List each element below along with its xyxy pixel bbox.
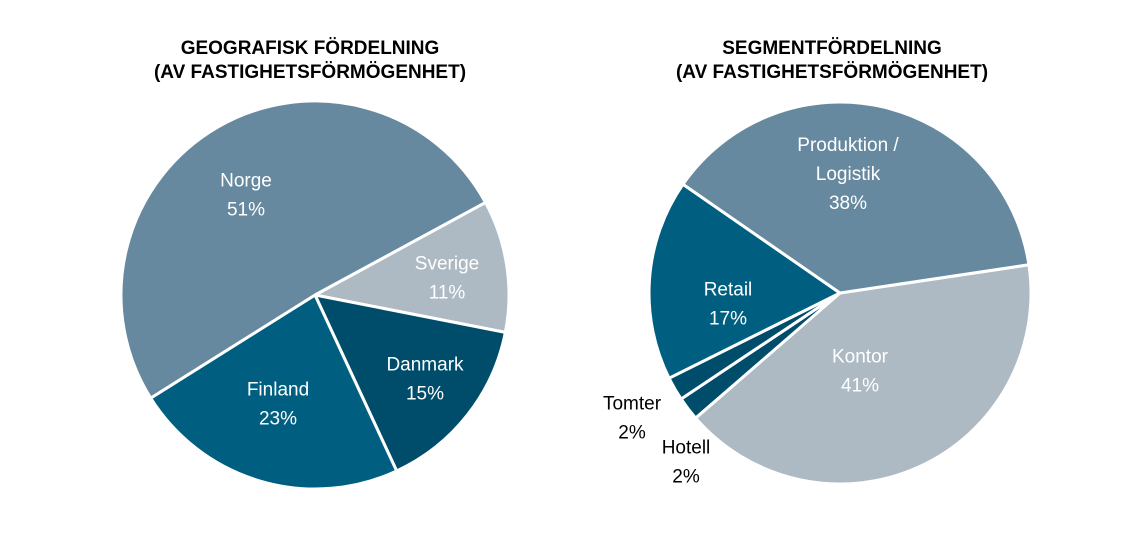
slice-label-norge: Norge 51% — [220, 171, 272, 221]
pie-slice-danmark — [313, 293, 507, 473]
slice-label-value: 51% — [227, 200, 265, 221]
slice-label-produktion-logistik: Produktion / Logistik 38% — [797, 135, 899, 214]
slice-label-name: Finland — [247, 380, 309, 401]
slice-label-value: 41% — [841, 376, 879, 397]
pie-slice-produktion-logistik — [681, 100, 1031, 295]
slice-label-value: 17% — [709, 309, 747, 330]
chart-title-segment: SEGMENTFÖRDELNING (AV FASTIGHETSFÖRMÖGEN… — [610, 37, 1054, 85]
slice-label-name: Produktion / — [797, 135, 899, 156]
slice-label-name: Logistik — [816, 164, 881, 185]
chart-title-line-2: (AV FASTIGHETSFÖRMÖGENHET) — [153, 62, 467, 83]
slice-label-value: 11% — [429, 283, 466, 304]
pie-slice-norge — [119, 99, 487, 400]
slice-label-retail: Retail 17% — [704, 280, 753, 330]
slice-label-name: Norge — [220, 171, 272, 192]
slice-label-danmark: Danmark 15% — [386, 355, 464, 405]
slice-label-name: Danmark — [386, 355, 464, 376]
chart-title-line-1: GEOGRAFISK FÖRDELNING — [180, 38, 440, 59]
slice-label-value: 23% — [259, 409, 297, 430]
pie-slice-finland — [149, 293, 399, 491]
pie-slice-sverige — [313, 200, 511, 334]
chart-title-line-2: (AV FASTIGHETSFÖRMÖGENHET) — [675, 62, 989, 83]
slice-label-finland: Finland 23% — [247, 380, 309, 430]
slice-label-kontor: Kontor 41% — [832, 347, 889, 397]
slice-label-name: Sverige — [415, 254, 479, 275]
chart-title-line-1: SEGMENTFÖRDELNING — [722, 38, 942, 59]
slice-label-tomter: Tomter 2% — [603, 394, 662, 444]
chart-title-geographic: GEOGRAFISK FÖRDELNING (AV FASTIGHETSFÖRM… — [90, 37, 530, 85]
slice-label-value: 2% — [618, 423, 646, 444]
slice-label-name: Retail — [704, 280, 753, 301]
slice-label-name: Hotell — [662, 438, 711, 459]
slice-label-value: 15% — [406, 384, 444, 405]
slice-label-value: 2% — [672, 467, 700, 488]
slice-label-name: Kontor — [832, 347, 889, 368]
slice-label-value: 38% — [829, 193, 867, 214]
pie-slice-kontor — [694, 263, 1033, 486]
slice-label-sverige: Sverige 11% — [415, 254, 479, 304]
slice-label-hotell: Hotell 2% — [662, 438, 711, 488]
pie-slice-retail — [647, 182, 842, 380]
slice-label-name: Tomter — [603, 394, 662, 415]
